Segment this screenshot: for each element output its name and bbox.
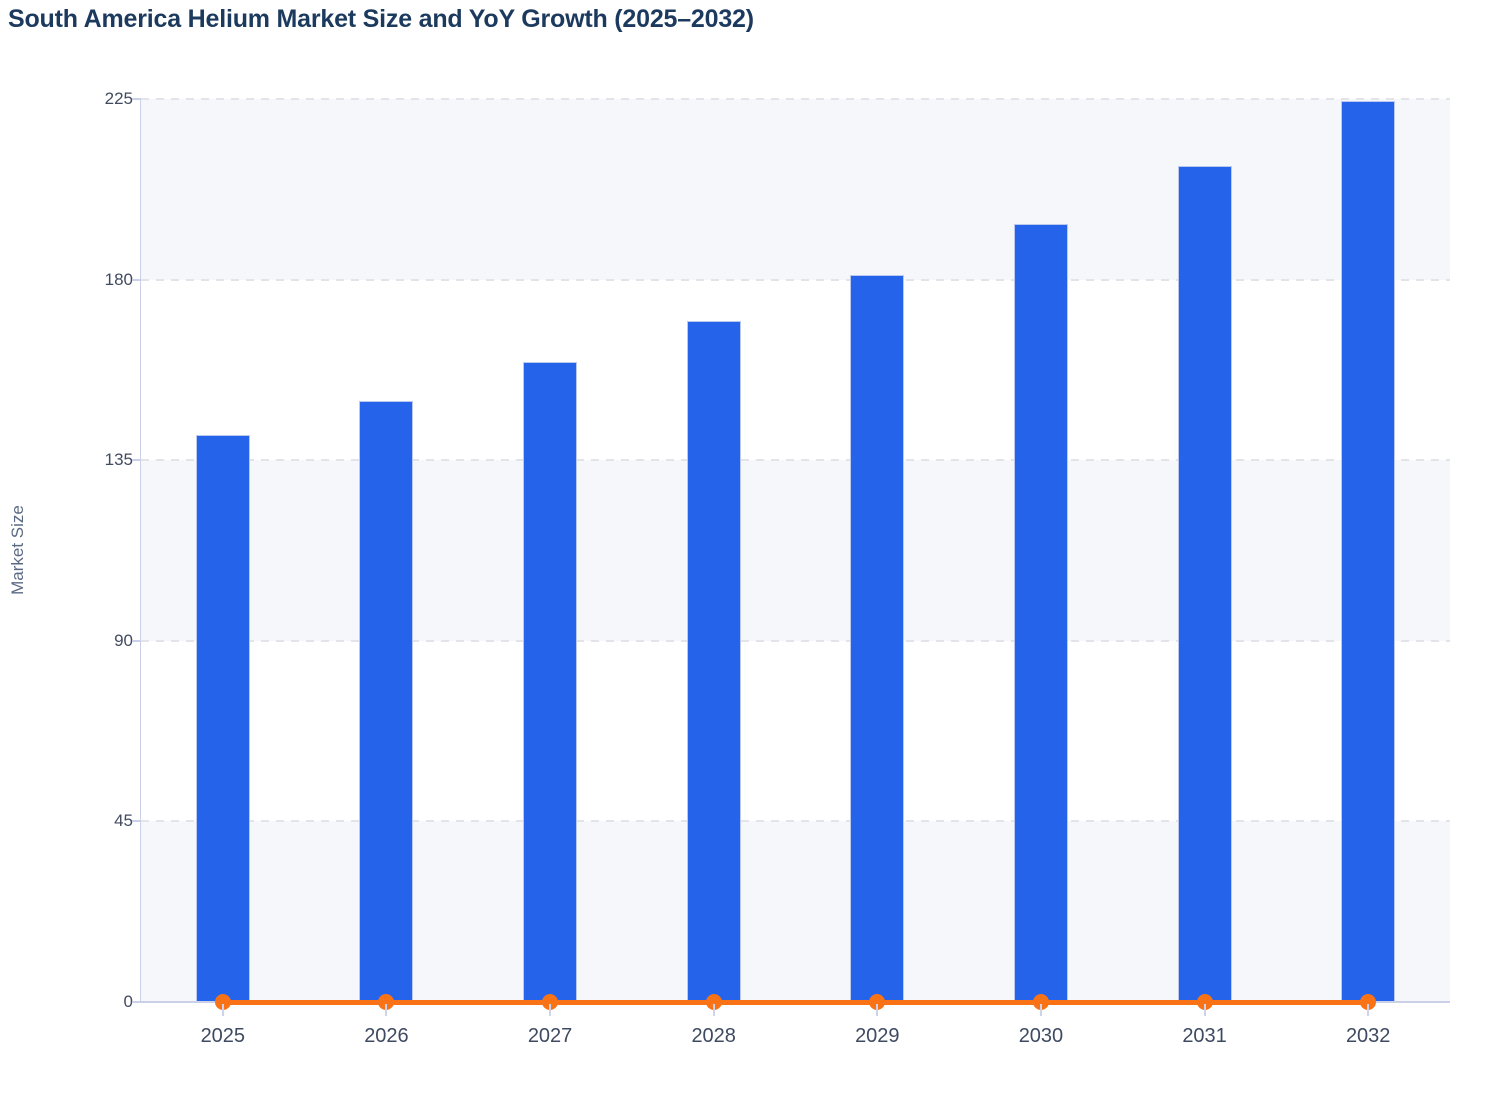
x-axis-tick-label-2026: 2026 xyxy=(364,1025,409,1047)
x-axis-tick-label-2032: 2032 xyxy=(1345,1025,1391,1047)
y-axis-tick xyxy=(132,459,141,462)
yoy-growth-marker-2026[interactable] xyxy=(378,994,395,1010)
market-size-bar-2032[interactable] xyxy=(1341,101,1396,1002)
market-size-bar-2028[interactable] xyxy=(686,321,741,1002)
plot-band xyxy=(141,279,1450,461)
gridline xyxy=(141,459,1450,462)
gridline xyxy=(141,820,1450,823)
y-axis-tick xyxy=(132,278,141,281)
yoy-growth-marker-2031[interactable] xyxy=(1196,994,1213,1010)
x-axis-tick xyxy=(1039,1004,1042,1016)
y-axis-tick-label: 0 xyxy=(123,992,133,1011)
plot-band xyxy=(141,460,1450,641)
yoy-growth-marker-2025[interactable] xyxy=(214,994,231,1010)
x-axis-tick xyxy=(549,1004,552,1016)
yoy-growth-marker-2032[interactable] xyxy=(1360,994,1377,1010)
market-size-bar-2031[interactable] xyxy=(1177,166,1232,1002)
market-size-bar-2026[interactable] xyxy=(359,400,414,1002)
gridline xyxy=(141,98,1450,100)
chart-title: South America Helium Market Size and YoY… xyxy=(8,5,754,33)
market-size-bar-2025[interactable] xyxy=(195,434,250,1002)
y-axis-tick xyxy=(132,820,141,823)
plot-band xyxy=(141,640,1450,822)
x-axis-tick xyxy=(712,1004,715,1016)
yoy-growth-marker-2029[interactable] xyxy=(869,994,886,1010)
yoy-growth-marker-2028[interactable] xyxy=(705,994,722,1010)
y-axis-tick xyxy=(132,639,141,642)
x-axis-tick xyxy=(385,1004,388,1016)
x-axis-tick-label-2028: 2028 xyxy=(691,1025,736,1047)
plot-band xyxy=(141,821,1450,1002)
market-size-bar-2029[interactable] xyxy=(850,275,905,1002)
y-axis-tick-label: 90 xyxy=(114,630,133,650)
x-axis-tick xyxy=(221,1004,224,1016)
y-axis-title: Market Size xyxy=(8,505,27,595)
y-axis-tick xyxy=(132,98,141,100)
y-axis-tick-label: 45 xyxy=(114,811,133,831)
yoy-growth-line[interactable] xyxy=(222,999,1369,1005)
x-axis-tick-label-2031: 2031 xyxy=(1182,1025,1227,1047)
y-axis-tick-label: 225 xyxy=(104,89,133,108)
x-axis-tick xyxy=(1367,1004,1370,1016)
x-axis-tick xyxy=(876,1004,879,1016)
gridline xyxy=(141,639,1450,642)
plot-area xyxy=(141,98,1450,1010)
x-axis-tick-label-2025: 2025 xyxy=(200,1025,246,1047)
market-size-bar-2027[interactable] xyxy=(523,362,578,1002)
x-axis-tick-label-2030: 2030 xyxy=(1018,1025,1064,1047)
yoy-growth-marker-2030[interactable] xyxy=(1032,994,1049,1010)
x-axis-tick-label-2027: 2027 xyxy=(527,1025,573,1047)
plot-band xyxy=(141,99,1450,280)
y-axis-tick-label: 135 xyxy=(104,450,133,470)
yoy-growth-marker-2027[interactable] xyxy=(542,994,559,1010)
x-axis-tick xyxy=(1203,1004,1206,1016)
x-axis-tick-label-2029: 2029 xyxy=(855,1025,900,1047)
y-axis-tick xyxy=(132,1001,141,1003)
gridline xyxy=(141,278,1450,281)
y-axis-tick-label: 180 xyxy=(104,269,133,289)
market-size-bar-2030[interactable] xyxy=(1013,224,1068,1002)
